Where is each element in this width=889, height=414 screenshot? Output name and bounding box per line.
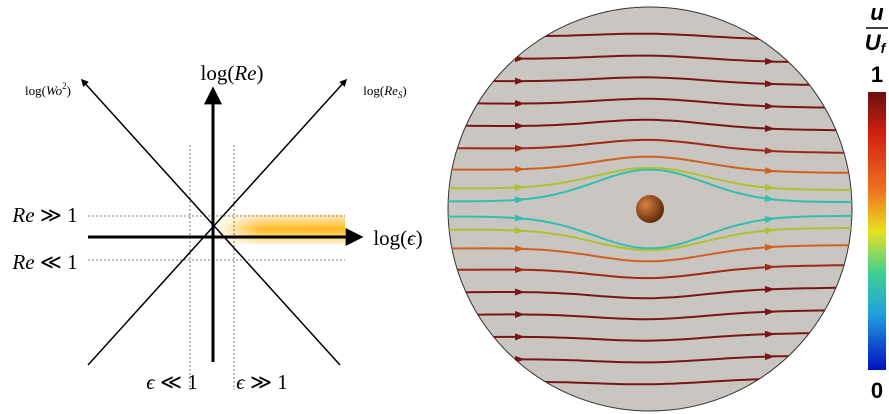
flow-field xyxy=(440,7,860,411)
regime-label: ϵ ≫ 1 xyxy=(236,370,287,394)
colorbar-num: u xyxy=(870,0,884,25)
flow-arrow xyxy=(515,33,525,40)
figure: log(Re) log(Wo2) log(ReS) log(ϵ) Re ≫ 1 … xyxy=(0,0,889,414)
axis-label: log(ReS) xyxy=(363,83,407,100)
flow-arrow xyxy=(515,378,525,385)
axis-label: log(Wo2) xyxy=(25,81,71,98)
guides xyxy=(88,145,345,390)
colorbar-scale xyxy=(868,92,886,370)
axis-label: log(Re) xyxy=(201,61,264,85)
regime-label: Re ≫ 1 xyxy=(11,203,77,227)
colorbar-max: 1 xyxy=(871,62,883,87)
regime-label: ϵ ≪ 1 xyxy=(146,370,197,394)
regime-label: Re ≪ 1 xyxy=(11,250,77,274)
particle xyxy=(636,195,664,223)
regime-diagram: log(Re) log(Wo2) log(ReS) log(ϵ) Re ≫ 1 … xyxy=(11,61,422,394)
flow-arrow xyxy=(765,375,775,382)
axis-label: log(ϵ) xyxy=(373,226,422,250)
colorbar-den: Uf xyxy=(865,30,887,56)
colorbar-min: 0 xyxy=(871,378,883,403)
highlight-fade xyxy=(215,214,345,244)
colorbar: u Uf 1 0 xyxy=(865,0,888,403)
flow-arrow xyxy=(765,35,775,42)
